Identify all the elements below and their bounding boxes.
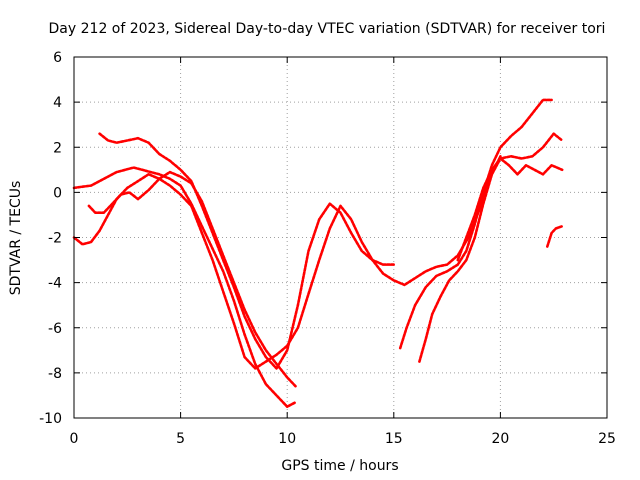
y-tick-label: 4 <box>53 95 62 111</box>
series-track-6 <box>418 132 564 363</box>
y-tick-label: -2 <box>48 231 62 247</box>
plot-frame <box>73 56 608 419</box>
x-tick-label: 15 <box>385 431 403 447</box>
series-track-2 <box>98 132 396 370</box>
chart-title: Day 212 of 2023, Sidereal Day-to-day VTE… <box>49 21 606 37</box>
x-tick-label: 25 <box>598 431 616 447</box>
y-tick-label: -4 <box>48 276 62 292</box>
data-series <box>72 98 564 409</box>
y-tick-label: 0 <box>53 185 62 201</box>
series-track-8 <box>545 224 564 248</box>
y-tick-label: -6 <box>48 321 62 337</box>
series-track-3 <box>72 155 502 370</box>
x-axis-label: GPS time / hours <box>281 458 398 474</box>
y-tick-label: 2 <box>53 140 62 156</box>
grid <box>74 57 607 418</box>
x-tick-label: 5 <box>176 431 185 447</box>
y-tick-label: -8 <box>48 366 62 382</box>
series-track-7 <box>456 157 564 262</box>
x-tick-label: 10 <box>278 431 296 447</box>
series-track-1 <box>72 166 298 409</box>
series-track-5 <box>398 98 553 350</box>
y-tick-label: -10 <box>39 411 62 427</box>
x-tick-label: 0 <box>70 431 79 447</box>
y-axis-label: SDTVAR / TECUs <box>8 181 24 296</box>
x-tick-label: 20 <box>491 431 509 447</box>
y-tick-label: 6 <box>53 50 62 66</box>
series-track-4 <box>87 170 298 388</box>
axis-ticks: 0 5 10 15 20 25 -10 -8 -6 -4 -2 0 2 4 6 <box>39 50 616 447</box>
